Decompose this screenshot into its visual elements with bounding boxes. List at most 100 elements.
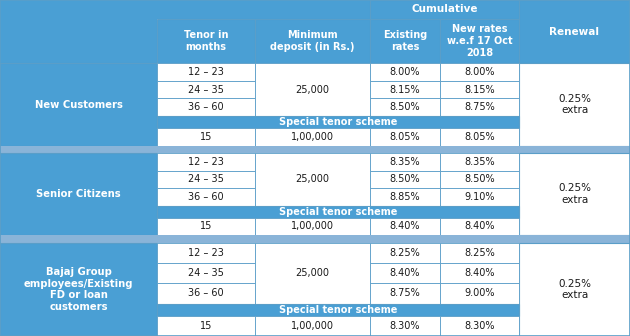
Bar <box>255 64 370 116</box>
Text: 0.25%
extra: 0.25% extra <box>558 279 591 300</box>
Bar <box>157 243 255 263</box>
Bar <box>440 243 519 263</box>
Text: 12 – 23: 12 – 23 <box>188 248 224 258</box>
Bar <box>157 283 255 303</box>
Text: 25,000: 25,000 <box>295 174 329 184</box>
Text: 1,00,000: 1,00,000 <box>291 132 334 142</box>
Bar <box>255 19 370 64</box>
Bar <box>370 128 440 145</box>
Text: 8.30%: 8.30% <box>390 321 420 331</box>
Text: 8.50%: 8.50% <box>390 102 420 112</box>
Bar <box>519 0 630 19</box>
Text: Special tenor scheme: Special tenor scheme <box>279 117 397 127</box>
Text: 0.25%
extra: 0.25% extra <box>558 94 591 115</box>
Bar <box>440 283 519 303</box>
Text: Special tenor scheme: Special tenor scheme <box>279 207 397 217</box>
Text: 8.05%: 8.05% <box>390 132 420 142</box>
Bar <box>255 218 370 235</box>
Text: Senior Citizens: Senior Citizens <box>36 189 121 199</box>
Text: 15: 15 <box>200 132 212 142</box>
Bar <box>440 188 519 206</box>
Bar <box>370 218 440 235</box>
Bar <box>370 243 440 263</box>
Text: 15: 15 <box>200 321 212 331</box>
Text: 8.50%: 8.50% <box>464 174 495 184</box>
Text: 0.25%
extra: 0.25% extra <box>558 183 591 205</box>
Bar <box>0 235 630 243</box>
Text: 8.15%: 8.15% <box>390 85 420 95</box>
Text: 8.25%: 8.25% <box>464 248 495 258</box>
Bar <box>370 153 440 171</box>
Text: Special tenor scheme: Special tenor scheme <box>279 305 397 314</box>
Bar <box>370 0 519 19</box>
Bar <box>255 243 370 303</box>
Text: 8.40%: 8.40% <box>464 221 495 232</box>
Bar <box>440 153 519 171</box>
Bar <box>370 188 440 206</box>
Text: 8.75%: 8.75% <box>389 288 420 298</box>
Text: 8.85%: 8.85% <box>390 192 420 202</box>
Bar <box>157 64 255 81</box>
Bar <box>255 153 370 206</box>
Bar <box>440 263 519 283</box>
Bar <box>370 316 440 336</box>
Bar <box>370 171 440 188</box>
Text: 36 – 60: 36 – 60 <box>188 192 224 202</box>
Bar <box>0 0 157 19</box>
Bar <box>0 243 157 336</box>
Bar <box>440 218 519 235</box>
Text: New Customers: New Customers <box>35 99 122 110</box>
Bar <box>0 153 157 235</box>
Text: 8.40%: 8.40% <box>464 268 495 278</box>
Text: 25,000: 25,000 <box>295 268 329 278</box>
Bar <box>255 316 370 336</box>
Bar <box>440 19 519 64</box>
Bar <box>157 218 255 235</box>
Bar <box>157 98 255 116</box>
Bar <box>370 283 440 303</box>
Bar <box>519 243 630 336</box>
Bar <box>370 19 440 64</box>
Text: 1,00,000: 1,00,000 <box>291 321 334 331</box>
Bar <box>370 98 440 116</box>
Text: 8.75%: 8.75% <box>464 102 495 112</box>
Bar <box>157 188 255 206</box>
Text: 36 – 60: 36 – 60 <box>188 288 224 298</box>
Bar <box>440 81 519 98</box>
Text: 25,000: 25,000 <box>295 85 329 95</box>
Bar <box>157 0 255 19</box>
Text: 8.40%: 8.40% <box>390 268 420 278</box>
Text: 8.35%: 8.35% <box>390 157 420 167</box>
Bar <box>0 64 157 145</box>
Bar <box>157 206 519 218</box>
Bar <box>370 64 440 81</box>
Bar <box>157 171 255 188</box>
Bar <box>519 64 630 145</box>
Text: Existing
rates: Existing rates <box>383 30 427 52</box>
Bar <box>255 128 370 145</box>
Bar <box>0 145 630 153</box>
Text: 15: 15 <box>200 221 212 232</box>
Bar <box>157 153 255 171</box>
Text: 24 – 35: 24 – 35 <box>188 174 224 184</box>
Text: 8.35%: 8.35% <box>464 157 495 167</box>
Bar <box>157 316 255 336</box>
Text: Renewal: Renewal <box>549 27 600 37</box>
Text: 12 – 23: 12 – 23 <box>188 157 224 167</box>
Bar <box>157 263 255 283</box>
Bar <box>157 303 519 316</box>
Bar <box>0 19 157 64</box>
Bar <box>440 171 519 188</box>
Bar <box>519 0 630 64</box>
Bar <box>440 64 519 81</box>
Text: 8.50%: 8.50% <box>390 174 420 184</box>
Text: 8.40%: 8.40% <box>390 221 420 232</box>
Bar <box>440 316 519 336</box>
Bar <box>519 153 630 235</box>
Text: 8.30%: 8.30% <box>464 321 495 331</box>
Text: 24 – 35: 24 – 35 <box>188 268 224 278</box>
Text: Tenor in
months: Tenor in months <box>184 30 228 52</box>
Bar <box>370 81 440 98</box>
Text: 8.00%: 8.00% <box>390 67 420 77</box>
Text: 12 – 23: 12 – 23 <box>188 67 224 77</box>
